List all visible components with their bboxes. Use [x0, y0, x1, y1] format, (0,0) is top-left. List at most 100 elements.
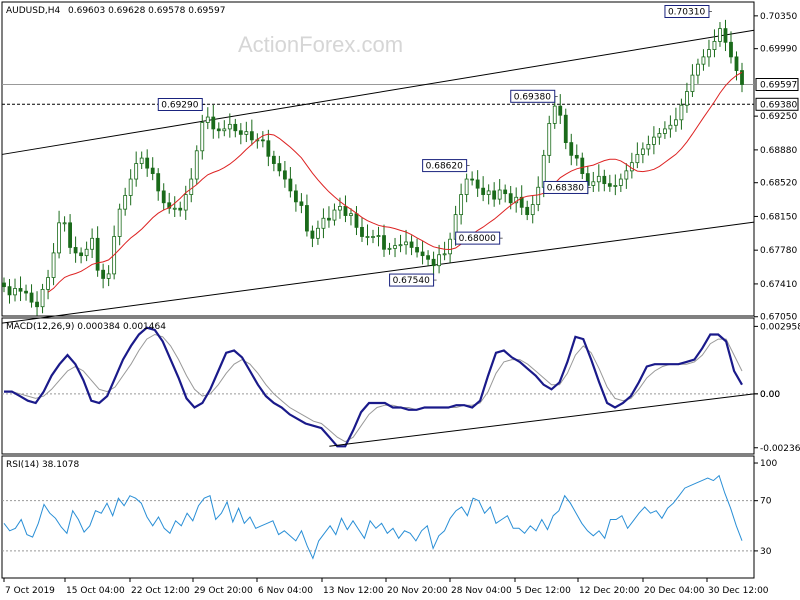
x-tick-label: 29 Oct 20:00	[194, 586, 253, 596]
candle-body	[404, 241, 408, 246]
channel-upper-line	[1, 29, 755, 155]
candle-body	[662, 128, 667, 134]
annotation-label: 0.68000	[459, 234, 496, 244]
candle-body	[128, 178, 133, 196]
x-tick-label: 20 Dec 04:00	[644, 586, 705, 596]
price-marker-box	[755, 78, 799, 92]
candle-body	[740, 70, 744, 85]
rsi-y-label: 100	[760, 459, 777, 469]
annotation-box	[422, 159, 468, 173]
macd-signal-line	[4, 333, 743, 443]
candle-body	[393, 245, 397, 249]
candle-body	[327, 217, 331, 221]
candle-body	[24, 290, 28, 294]
x-tick-label: 13 Nov 12:00	[323, 586, 384, 596]
candle-body	[57, 222, 61, 254]
candle-body	[18, 288, 23, 292]
candle-body	[596, 175, 601, 183]
candle-body	[415, 247, 419, 253]
candle-body	[7, 286, 12, 296]
candle-body	[299, 201, 304, 206]
candle-body	[707, 49, 711, 58]
annotation-label: 0.69290	[161, 101, 198, 111]
annotation-box	[389, 273, 435, 287]
candle-body	[563, 114, 568, 143]
candle-body	[238, 130, 243, 135]
candle-body	[249, 131, 254, 141]
candle-body	[233, 123, 238, 132]
candle-body	[316, 227, 320, 239]
price-panel	[1, 1, 755, 317]
annotation-box	[157, 98, 203, 111]
candle-body	[426, 255, 430, 260]
candle-body	[62, 222, 67, 225]
x-tick-label: 28 Nov 04:00	[451, 586, 512, 596]
candle-body	[618, 178, 623, 186]
candle-body	[216, 128, 221, 132]
rsi-title: RSI(14) 38.1078	[6, 460, 79, 470]
candle-body	[437, 254, 441, 267]
y-tick-label: 0.67050	[760, 313, 797, 323]
candle-body	[310, 230, 315, 239]
candle-body	[486, 190, 491, 195]
candle-body	[574, 154, 579, 159]
candle-body	[371, 236, 375, 238]
candle-body	[117, 208, 122, 237]
candle-body	[172, 207, 177, 210]
candle-body	[139, 157, 144, 164]
candle-body	[646, 144, 651, 150]
candle-body	[161, 190, 166, 204]
candle-body	[178, 207, 183, 211]
candle-body	[442, 253, 447, 256]
annotation-label: 0.68620	[426, 162, 463, 172]
candle-body	[293, 190, 298, 203]
candle-body	[365, 236, 370, 238]
annotation-box	[510, 89, 556, 103]
candle-body	[13, 288, 17, 296]
candle-body	[552, 105, 557, 124]
candle-body	[90, 237, 95, 250]
rsi-y-label: 70	[760, 497, 772, 507]
macd-y-label: 0.00	[760, 390, 780, 400]
x-tick-label: 20 Nov 20:00	[387, 586, 448, 596]
y-tick-label: 0.68880	[760, 146, 797, 156]
candle-body	[448, 238, 453, 255]
y-tick-label: 0.68150	[760, 212, 797, 222]
candle-body	[376, 235, 381, 237]
candle-body	[497, 189, 502, 200]
annotation-label: 0.70310	[668, 8, 705, 18]
x-tick-label: 12 Dec 20:00	[579, 586, 640, 596]
candle-body	[244, 131, 249, 135]
candle-body	[690, 74, 695, 92]
candle-body	[46, 277, 50, 290]
candle-body	[349, 213, 353, 216]
candle-body	[150, 167, 155, 174]
annotation-label: 0.68380	[547, 183, 584, 193]
rsi-y-label: 30	[760, 547, 772, 557]
candle-body	[134, 163, 139, 180]
candle-body	[530, 204, 535, 216]
candle-body	[382, 235, 386, 250]
y-tick-label: 0.69380	[760, 100, 797, 110]
candle-body	[508, 193, 513, 204]
rsi-chart: 100 70 30	[2, 459, 777, 560]
candle-body	[519, 196, 524, 208]
candle-body	[685, 91, 689, 106]
macd-y-label: 0.002958	[760, 322, 800, 332]
candle-body	[712, 40, 717, 50]
annotation-box	[664, 5, 710, 18]
candle-body	[68, 222, 72, 248]
price-chart: 0.69290 0.67540 0.68620 0.68000 0.69380 0.683…	[1, 5, 799, 324]
candle-body	[183, 194, 188, 211]
candle-body	[101, 269, 106, 279]
candle-body	[167, 202, 172, 209]
candle-body	[145, 157, 150, 169]
candle-body	[354, 213, 359, 228]
candle-body	[200, 122, 205, 152]
candle-body	[40, 288, 45, 308]
candle-body	[338, 206, 342, 211]
candle-body	[332, 209, 337, 221]
macd-trendline	[329, 393, 755, 447]
annotation-box	[543, 180, 589, 194]
